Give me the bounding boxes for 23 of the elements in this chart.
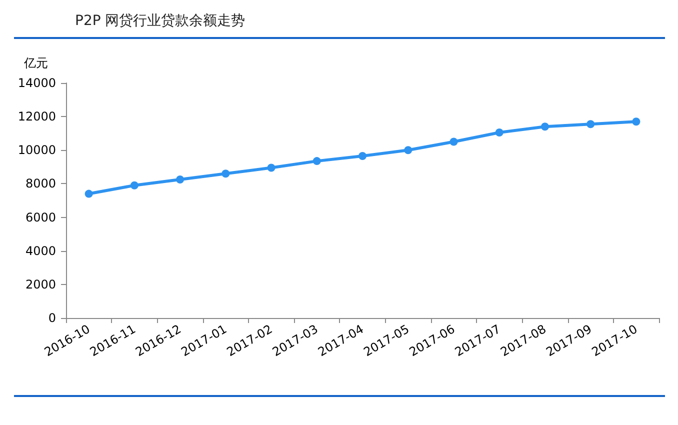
point [130, 181, 138, 190]
point [404, 146, 412, 154]
y-tick-label: 4000 [25, 244, 56, 258]
y-tick-label: 6000 [25, 210, 56, 224]
y-axis-title: 亿元 [23, 56, 48, 70]
point [632, 118, 640, 126]
chart-title: P2P 网贷行业贷款余额走势 [75, 13, 246, 29]
y-tick-label: 0 [48, 311, 56, 325]
point [450, 138, 458, 146]
point [176, 176, 184, 184]
point [586, 120, 595, 128]
point [358, 152, 366, 160]
y-tick-label: 14000 [18, 76, 56, 90]
y-tick-label: 12000 [18, 110, 56, 124]
point [540, 122, 549, 131]
y-tick-label: 10000 [18, 143, 56, 158]
point [222, 170, 230, 178]
y-tick-label: 8000 [25, 176, 56, 191]
point [495, 128, 504, 137]
point [84, 190, 93, 198]
point [312, 157, 321, 166]
y-tick-label: 2000 [25, 277, 56, 292]
point [267, 164, 276, 172]
